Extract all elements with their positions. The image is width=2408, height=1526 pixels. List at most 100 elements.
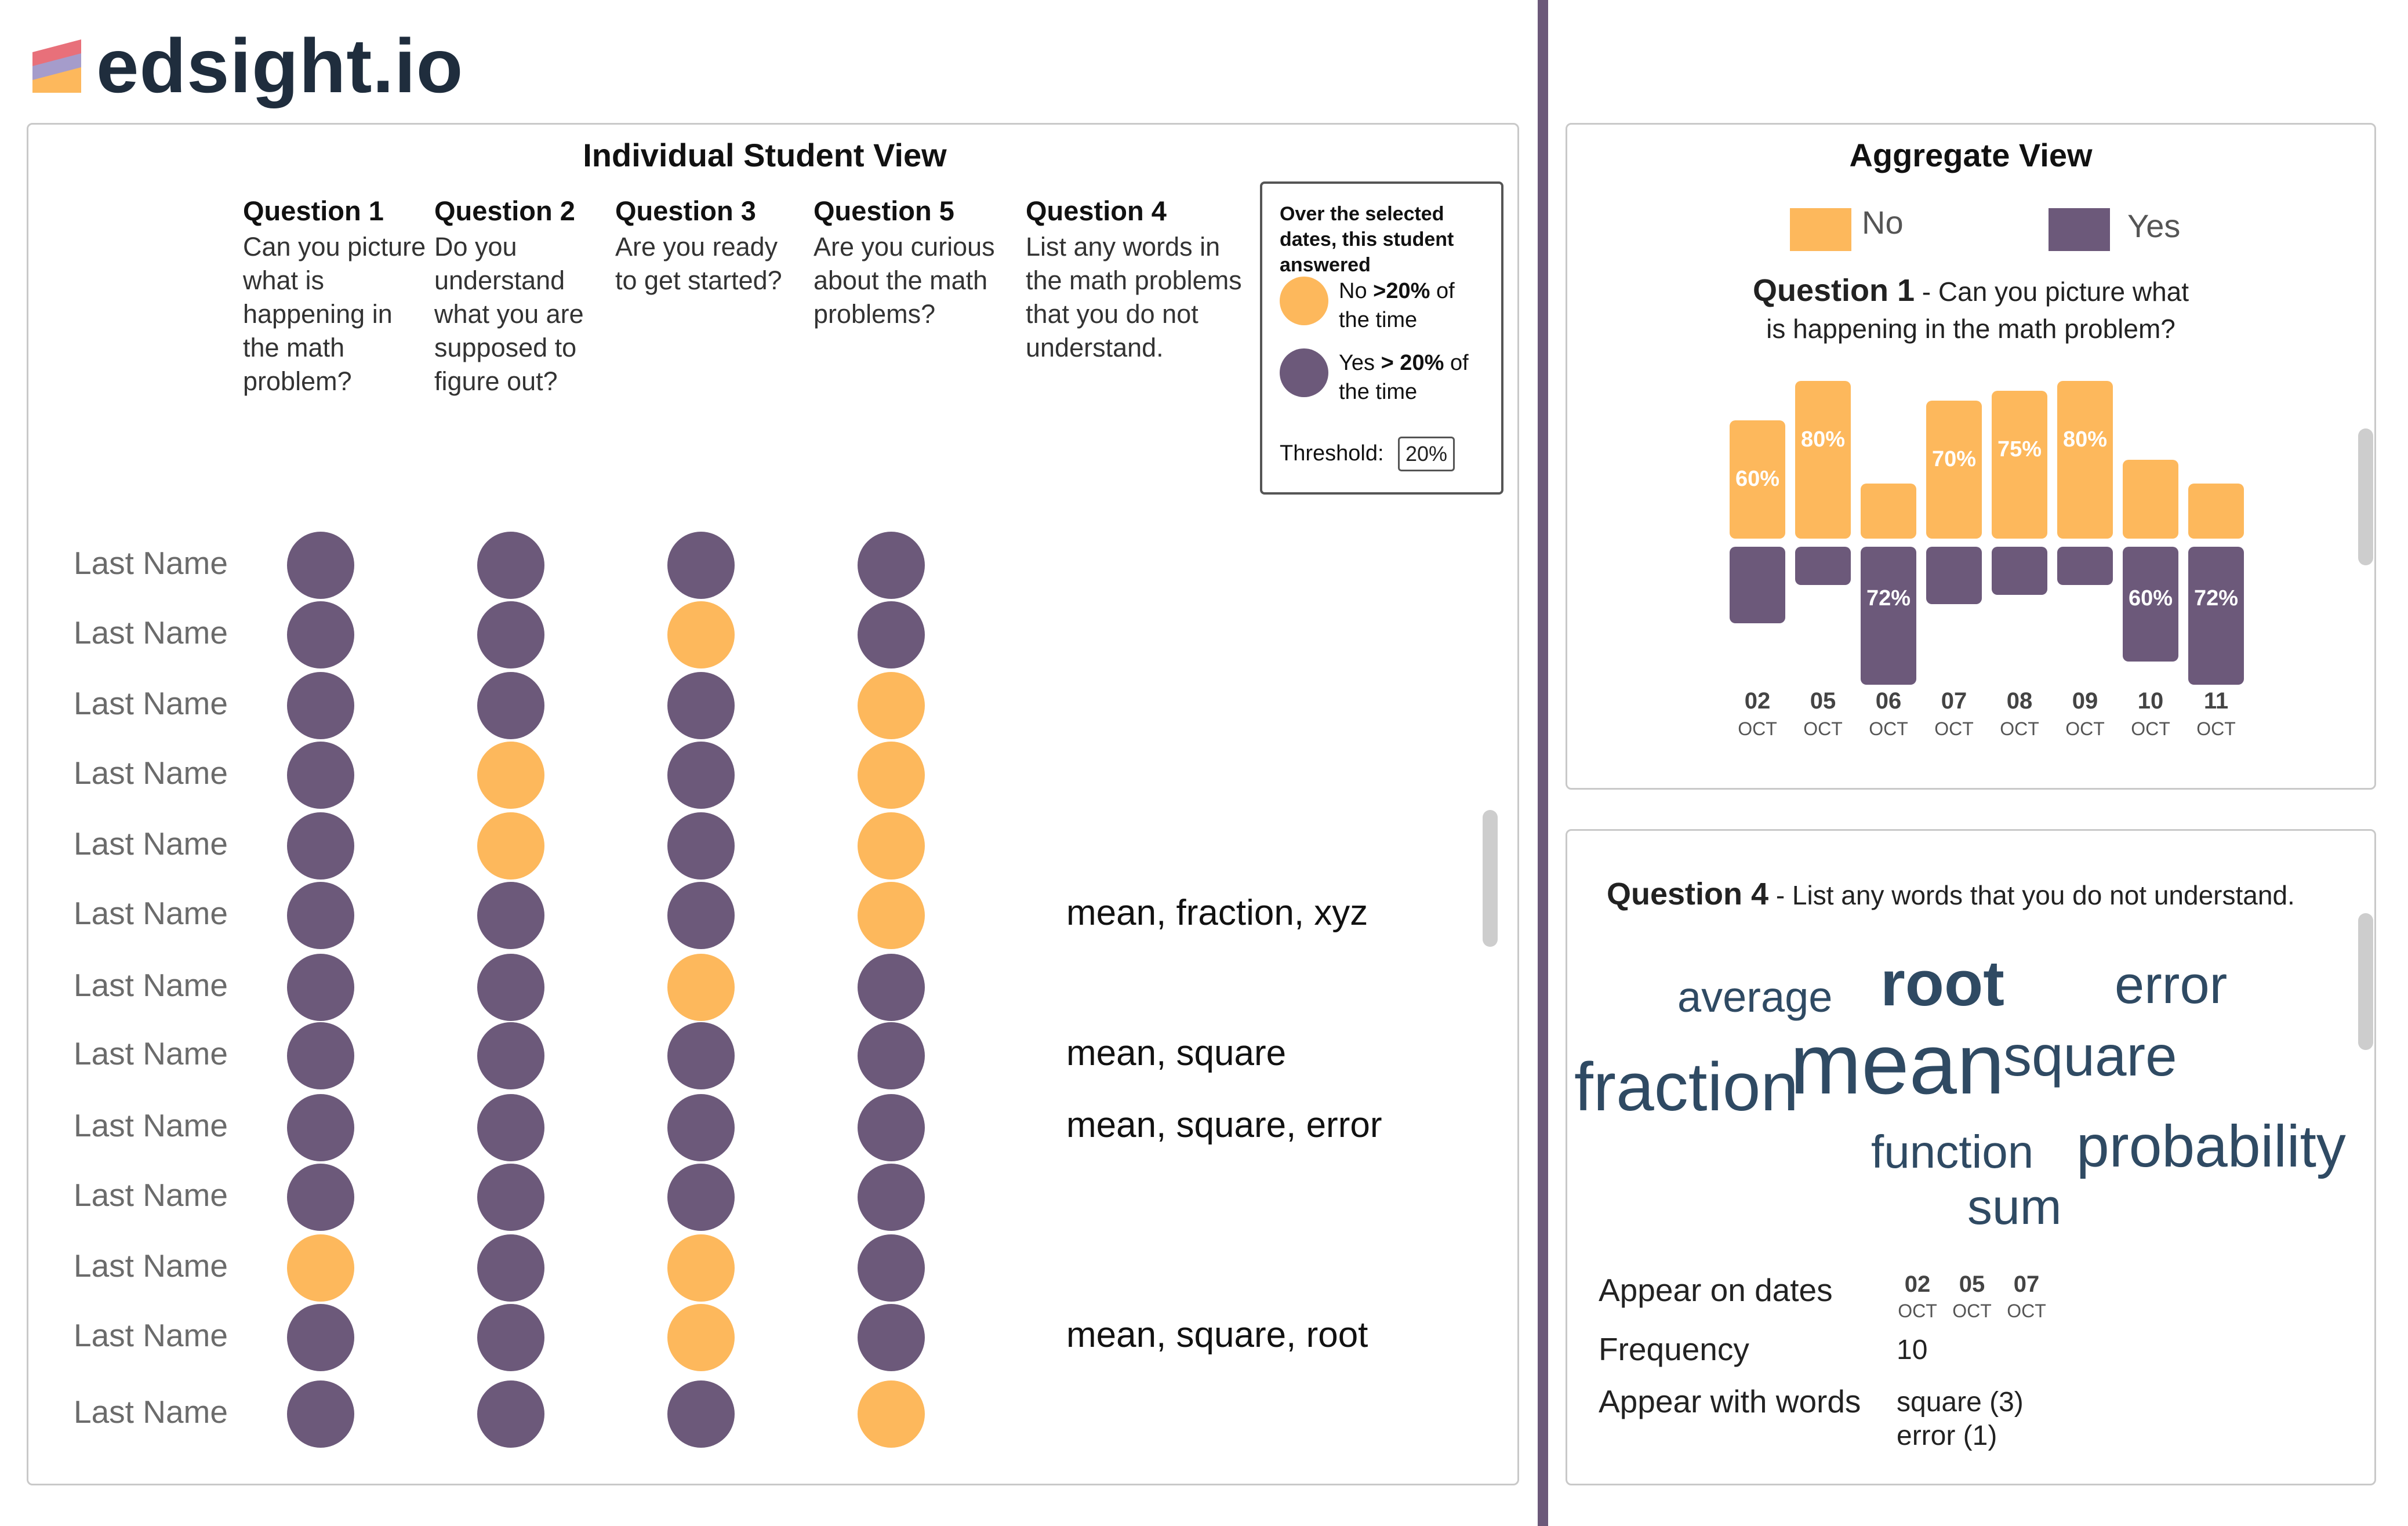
answer-dot-no[interactable] bbox=[477, 812, 544, 880]
bar-no[interactable] bbox=[2057, 381, 2113, 539]
bar-yes[interactable] bbox=[1795, 547, 1851, 585]
bar-yes[interactable] bbox=[1992, 547, 2047, 595]
student-view-scrollbar[interactable] bbox=[1483, 810, 1498, 947]
cloud-word-sum[interactable]: sum bbox=[1967, 1179, 2062, 1235]
cloud-word-fraction[interactable]: fraction bbox=[1574, 1049, 1799, 1125]
bar-no[interactable] bbox=[2123, 460, 2178, 539]
answer-dot-yes[interactable] bbox=[287, 742, 354, 809]
answer-dot-yes[interactable] bbox=[667, 672, 735, 739]
cloud-word-function[interactable]: function bbox=[1871, 1126, 2034, 1178]
answer-dot-no[interactable] bbox=[858, 1380, 925, 1448]
answer-dot-yes[interactable] bbox=[858, 1304, 925, 1371]
answer-dot-no[interactable] bbox=[667, 601, 735, 668]
answer-dot-yes[interactable] bbox=[477, 1094, 544, 1161]
bar-no[interactable] bbox=[1926, 401, 1982, 539]
student-rows: Last Name Last Name Last Name Last Name Last… bbox=[28, 125, 1501, 1481]
answer-dot-yes[interactable] bbox=[287, 672, 354, 739]
answer-dot-yes[interactable] bbox=[287, 601, 354, 668]
student-name[interactable]: Last Name bbox=[74, 1107, 228, 1143]
answer-dot-yes[interactable] bbox=[477, 1164, 544, 1231]
student-name[interactable]: Last Name bbox=[74, 615, 228, 651]
answer-dot-yes[interactable] bbox=[287, 882, 354, 949]
bar-no[interactable] bbox=[1992, 391, 2047, 539]
student-name[interactable]: Last Name bbox=[74, 826, 228, 862]
bar-no[interactable] bbox=[1861, 483, 1916, 539]
bar-no[interactable] bbox=[1730, 420, 1785, 539]
bar-no-label: 80% bbox=[1800, 427, 1846, 452]
answer-dot-yes[interactable] bbox=[287, 1164, 354, 1231]
answer-dot-yes[interactable] bbox=[287, 812, 354, 880]
answer-dot-yes[interactable] bbox=[858, 1164, 925, 1231]
student-name[interactable]: Last Name bbox=[74, 1248, 228, 1284]
threshold-input[interactable]: 20% bbox=[1398, 437, 1455, 471]
bar-yes[interactable] bbox=[2057, 547, 2113, 585]
cloud-word-average[interactable]: average bbox=[1677, 973, 1833, 1021]
answer-dot-yes[interactable] bbox=[667, 1022, 735, 1089]
cloud-word-error[interactable]: error bbox=[2115, 955, 2228, 1015]
answer-dot-no[interactable] bbox=[287, 1234, 354, 1302]
answer-dot-yes[interactable] bbox=[287, 1304, 354, 1371]
bar-no-label: 80% bbox=[2062, 427, 2108, 452]
answer-dot-yes[interactable] bbox=[287, 1094, 354, 1161]
answer-dot-no[interactable] bbox=[858, 812, 925, 880]
answer-dot-no[interactable] bbox=[858, 672, 925, 739]
answer-dot-yes[interactable] bbox=[287, 954, 354, 1021]
answer-dot-no[interactable] bbox=[858, 882, 925, 949]
student-name[interactable]: Last Name bbox=[74, 685, 228, 721]
with-word: error (1) bbox=[1897, 1420, 1997, 1451]
student-name[interactable]: Last Name bbox=[74, 1036, 228, 1071]
answer-dot-yes[interactable] bbox=[667, 812, 735, 880]
answer-dot-yes[interactable] bbox=[667, 1164, 735, 1231]
answer-dot-yes[interactable] bbox=[477, 954, 544, 1021]
answer-dot-yes[interactable] bbox=[287, 532, 354, 599]
bar-no[interactable] bbox=[1795, 381, 1851, 539]
bar-yes[interactable] bbox=[2188, 547, 2244, 685]
answer-dot-yes[interactable] bbox=[477, 1304, 544, 1371]
bar-yes[interactable] bbox=[1926, 547, 1982, 604]
answer-dot-yes[interactable] bbox=[477, 1022, 544, 1089]
question-label: Question 4 bbox=[1026, 195, 1167, 226]
answer-dot-yes[interactable] bbox=[667, 882, 735, 949]
answer-dot-no[interactable] bbox=[477, 742, 544, 809]
answer-dot-no[interactable] bbox=[858, 742, 925, 809]
answer-dot-yes[interactable] bbox=[287, 1380, 354, 1448]
student-name[interactable]: Last Name bbox=[74, 1317, 228, 1353]
cloud-word-mean[interactable]: mean bbox=[1790, 1016, 2005, 1112]
answer-dot-yes[interactable] bbox=[858, 1234, 925, 1302]
answer-dot-yes[interactable] bbox=[477, 1380, 544, 1448]
word-cloud-scrollbar[interactable] bbox=[2358, 913, 2373, 1050]
answer-dot-no[interactable] bbox=[667, 1304, 735, 1371]
answer-dot-yes[interactable] bbox=[667, 742, 735, 809]
student-name[interactable]: Last Name bbox=[74, 1177, 228, 1213]
student-name[interactable]: Last Name bbox=[74, 895, 228, 931]
answer-dot-yes[interactable] bbox=[477, 532, 544, 599]
answer-dot-yes[interactable] bbox=[667, 532, 735, 599]
cloud-word-square[interactable]: square bbox=[2003, 1024, 2177, 1088]
student-name[interactable]: Last Name bbox=[74, 967, 228, 1003]
bar-yes[interactable] bbox=[2123, 547, 2178, 662]
answer-dot-yes[interactable] bbox=[858, 601, 925, 668]
answer-dot-no[interactable] bbox=[667, 954, 735, 1021]
answer-dot-yes[interactable] bbox=[477, 1234, 544, 1302]
aggregate-scrollbar[interactable] bbox=[2358, 428, 2373, 565]
student-name[interactable]: Last Name bbox=[74, 1394, 228, 1430]
answer-dot-yes[interactable] bbox=[667, 1380, 735, 1448]
answer-dot-yes[interactable] bbox=[858, 1022, 925, 1089]
answer-dot-yes[interactable] bbox=[287, 1022, 354, 1089]
answer-dot-yes[interactable] bbox=[477, 672, 544, 739]
student-name[interactable]: Last Name bbox=[74, 545, 228, 581]
cloud-word-probability[interactable]: probability bbox=[2076, 1113, 2346, 1179]
answer-dot-yes[interactable] bbox=[858, 1094, 925, 1161]
answer-dot-yes[interactable] bbox=[667, 1094, 735, 1161]
student-name[interactable]: Last Name bbox=[74, 755, 228, 791]
answer-dot-yes[interactable] bbox=[477, 601, 544, 668]
answer-dot-no[interactable] bbox=[667, 1234, 735, 1302]
bar-yes[interactable] bbox=[1861, 547, 1916, 685]
cloud-word-root[interactable]: root bbox=[1880, 948, 2004, 1019]
bar-yes[interactable] bbox=[1730, 547, 1785, 623]
answer-dot-yes[interactable] bbox=[477, 882, 544, 949]
bar-no[interactable] bbox=[2188, 483, 2244, 539]
answer-dot-yes[interactable] bbox=[858, 532, 925, 599]
answer-dot-yes[interactable] bbox=[858, 954, 925, 1021]
logo[interactable]: edsight.io bbox=[29, 23, 493, 110]
